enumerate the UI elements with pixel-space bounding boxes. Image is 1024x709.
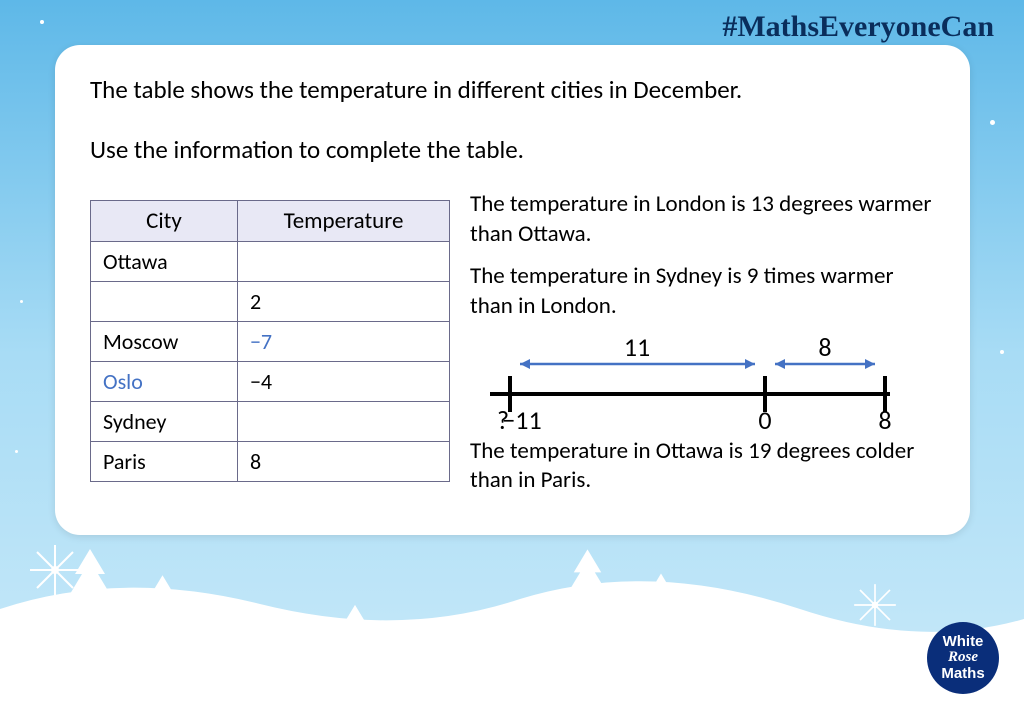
table-row: 2 (91, 282, 450, 322)
temp-cell (237, 402, 449, 442)
intro-line-2: Use the information to complete the tabl… (90, 130, 935, 170)
nl-right-label: 8 (878, 404, 891, 434)
table-row: Paris8 (91, 442, 450, 482)
clue-3: The temperature in Ottawa is 19 degrees … (470, 437, 935, 497)
span1-label: 11 (624, 334, 650, 363)
temperature-table: City Temperature Ottawa2Moscow−7Oslo−4Sy… (90, 200, 450, 482)
table-row: Moscow−7 (91, 322, 450, 362)
city-cell (91, 282, 238, 322)
question-card: The table shows the temperature in diffe… (55, 45, 970, 535)
temp-cell: 2 (237, 282, 449, 322)
nl-mid-label: 0 (758, 404, 771, 434)
hashtag-text: #MathsEveryoneCan (722, 10, 994, 44)
logo-line-1: White (943, 634, 984, 650)
temp-cell: −4 (237, 362, 449, 402)
city-cell: Sydney (91, 402, 238, 442)
city-cell: Moscow (91, 322, 238, 362)
logo-line-2: Rose (948, 650, 978, 666)
tree-icon (140, 574, 185, 629)
white-rose-maths-logo: White Rose Maths (927, 622, 999, 694)
city-cell: Ottawa (91, 242, 238, 282)
col-header-temp: Temperature (237, 201, 449, 242)
star-icon (850, 580, 900, 630)
nl-left-label: −11 (502, 404, 541, 434)
tree-icon (640, 572, 682, 624)
clue-1: The temperature in London is 13 degrees … (470, 190, 935, 250)
intro-line-1: The table shows the temperature in diffe… (90, 70, 935, 110)
tree-icon (560, 549, 615, 614)
temp-cell: −7 (237, 322, 449, 362)
number-line: 11 8 ? −11 0 8 (470, 334, 935, 439)
temp-cell (237, 242, 449, 282)
temp-cell: 8 (237, 442, 449, 482)
clue-2: The temperature in Sydney is 9 times war… (470, 262, 935, 322)
col-header-city: City (91, 201, 238, 242)
table-row: Sydney (91, 402, 450, 442)
logo-line-3: Maths (941, 666, 984, 682)
span2-label: 8 (818, 334, 831, 363)
tree-icon (330, 604, 380, 664)
city-cell: Paris (91, 442, 238, 482)
city-cell: Oslo (91, 362, 238, 402)
table-row: Oslo−4 (91, 362, 450, 402)
star-icon (25, 540, 85, 600)
table-row: Ottawa (91, 242, 450, 282)
